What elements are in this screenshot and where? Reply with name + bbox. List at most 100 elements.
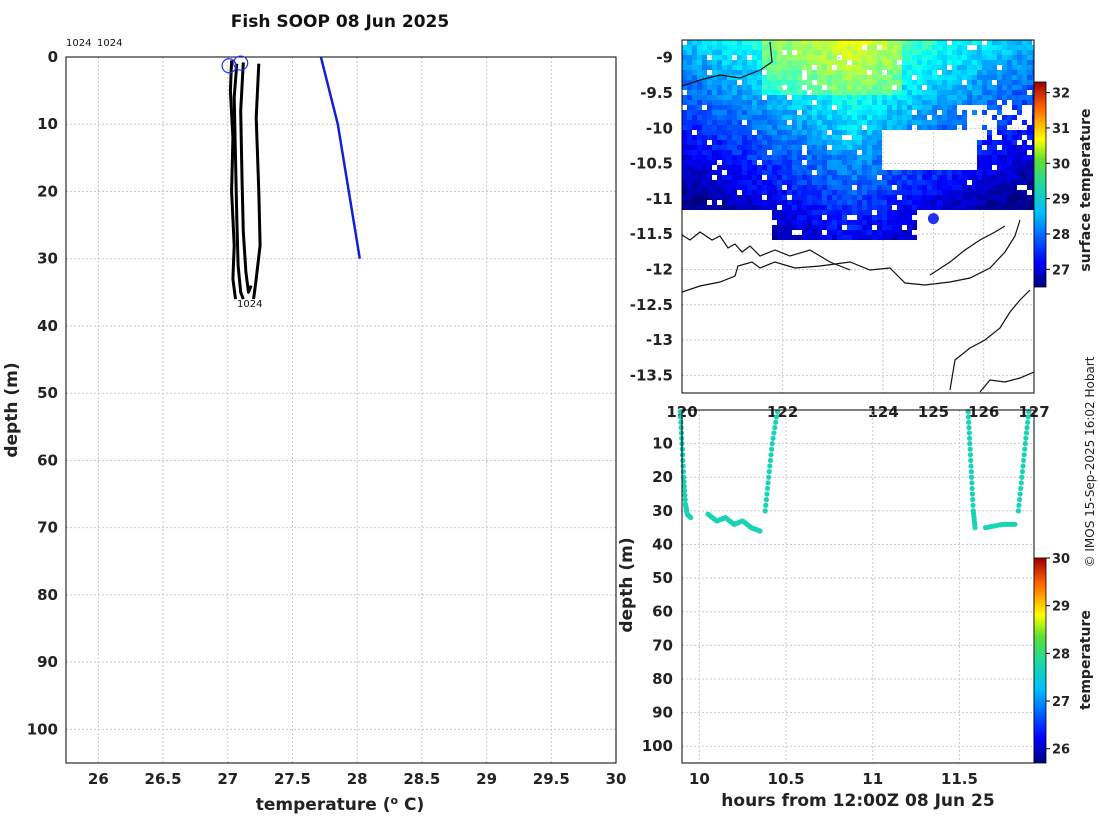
sst-cell bbox=[802, 210, 807, 215]
sst-cell bbox=[992, 195, 997, 200]
sst-cell bbox=[977, 65, 982, 70]
sst-cell bbox=[792, 70, 797, 75]
sst-cell bbox=[807, 155, 812, 160]
sst-cell bbox=[842, 55, 847, 60]
sst-cell bbox=[1027, 40, 1032, 45]
sst-cell bbox=[762, 100, 767, 105]
sst-cell bbox=[857, 90, 862, 95]
sst-cell bbox=[1032, 165, 1034, 170]
sst-cell bbox=[987, 70, 992, 75]
sst-cell bbox=[1007, 70, 1012, 75]
sst-cell bbox=[972, 110, 977, 115]
timeseries-frame bbox=[681, 409, 1035, 764]
sst-cell bbox=[852, 60, 857, 65]
sst-cell bbox=[687, 40, 692, 45]
sst-cell bbox=[1012, 85, 1017, 90]
sst-cell bbox=[832, 100, 837, 105]
sst-cell bbox=[852, 195, 857, 200]
sst-cell bbox=[922, 40, 927, 45]
sst-cell bbox=[817, 40, 822, 45]
sst-cell bbox=[747, 130, 752, 135]
sst-cell bbox=[787, 225, 792, 230]
sst-cell bbox=[1022, 195, 1027, 200]
sst-cell bbox=[692, 75, 697, 80]
sst-cell bbox=[932, 55, 937, 60]
sst-cell bbox=[687, 100, 692, 105]
sst-cell bbox=[932, 80, 937, 85]
sst-cell bbox=[892, 215, 897, 220]
sst-cell bbox=[887, 125, 892, 130]
sst-cell bbox=[787, 175, 792, 180]
sst-cell bbox=[1032, 145, 1034, 150]
sst-cell bbox=[777, 165, 782, 170]
sst-cell bbox=[882, 95, 887, 100]
sst-cell bbox=[727, 100, 732, 105]
sst-cell bbox=[742, 115, 747, 120]
sst-cell bbox=[717, 110, 722, 115]
depth-sample-point bbox=[688, 514, 694, 521]
sst-cell bbox=[727, 205, 732, 210]
sst-cell bbox=[1032, 185, 1034, 190]
sst-cell bbox=[832, 210, 837, 215]
sst-cell bbox=[702, 115, 707, 120]
sst-cell bbox=[692, 120, 697, 125]
sst-cell bbox=[812, 195, 817, 200]
sst-cell bbox=[807, 85, 812, 90]
sst-cell bbox=[832, 190, 837, 195]
sst-cell bbox=[767, 185, 772, 190]
sst-cell bbox=[782, 150, 787, 155]
sst-cell bbox=[777, 175, 782, 180]
sst-cell bbox=[732, 155, 737, 160]
sst-cell bbox=[1007, 130, 1012, 135]
sst-cell bbox=[697, 140, 702, 145]
sst-cell bbox=[757, 115, 762, 120]
sst-cell bbox=[842, 115, 847, 120]
sst-cell bbox=[772, 85, 777, 90]
sst-cell bbox=[722, 200, 727, 205]
sst-cell bbox=[707, 185, 712, 190]
sst-cell bbox=[1012, 90, 1017, 95]
sst-cell bbox=[857, 205, 862, 210]
sst-cell bbox=[682, 95, 687, 100]
depth-sample-point bbox=[966, 419, 972, 425]
sst-cell bbox=[832, 185, 837, 190]
sst-cell bbox=[742, 205, 747, 210]
sst-cell bbox=[697, 125, 702, 130]
sst-cell bbox=[702, 170, 707, 175]
sst-cell bbox=[807, 205, 812, 210]
sst-cell bbox=[932, 200, 937, 205]
sst-cell bbox=[827, 135, 832, 140]
sst-cell bbox=[987, 55, 992, 60]
sst-cell bbox=[937, 95, 942, 100]
sst-cell bbox=[967, 65, 972, 70]
sst-cell bbox=[817, 175, 822, 180]
sst-cell bbox=[717, 170, 722, 175]
sst-cell bbox=[907, 225, 912, 230]
sst-cell bbox=[732, 40, 737, 45]
sst-cell bbox=[947, 105, 952, 110]
sst-cell bbox=[937, 45, 942, 50]
sst-cell bbox=[722, 120, 727, 125]
sst-cell bbox=[807, 115, 812, 120]
sst-cell bbox=[877, 115, 882, 120]
sst-cell bbox=[682, 170, 687, 175]
sst-cell bbox=[812, 120, 817, 125]
sst-cell bbox=[772, 205, 777, 210]
sst-cell bbox=[907, 110, 912, 115]
sst-cell bbox=[877, 160, 882, 165]
sst-cell bbox=[772, 235, 777, 240]
sst-cell bbox=[692, 165, 697, 170]
sst-cell bbox=[877, 140, 882, 145]
sst-cell bbox=[882, 200, 887, 205]
sst-cell bbox=[877, 220, 882, 225]
sst-cell bbox=[752, 200, 757, 205]
sst-cell bbox=[812, 220, 817, 225]
sst-cell bbox=[892, 180, 897, 185]
sst-cell bbox=[837, 145, 842, 150]
sst-cell bbox=[902, 115, 907, 120]
sst-cell bbox=[872, 50, 877, 55]
sst-cell bbox=[982, 200, 987, 205]
sst-cell bbox=[1012, 100, 1017, 105]
sst-cell bbox=[1002, 55, 1007, 60]
sst-cell bbox=[737, 195, 742, 200]
